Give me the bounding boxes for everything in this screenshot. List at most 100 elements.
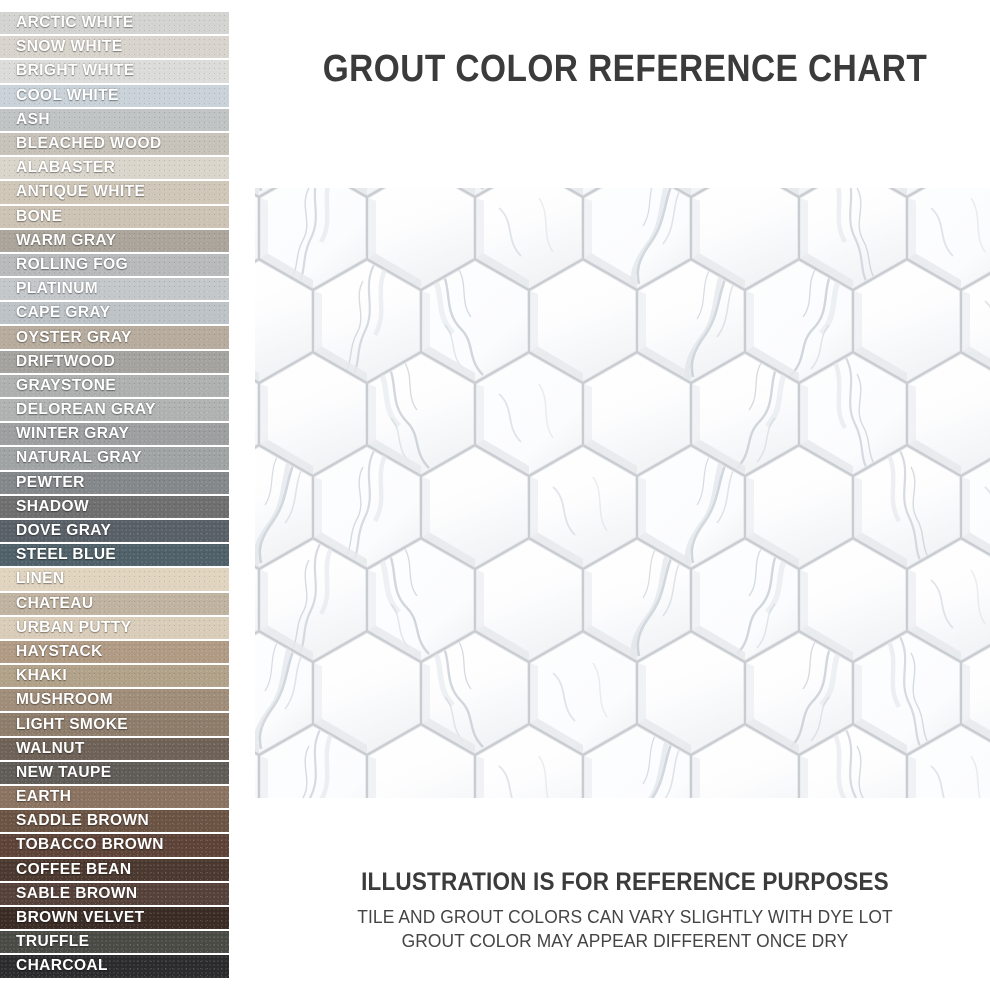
grout-swatch-label: TRUFFLE [16,933,90,951]
grout-swatch-row[interactable]: HAYSTACK [0,640,229,664]
hexagon-tile [746,632,852,754]
grout-swatch-row[interactable]: PLATINUM [0,278,229,301]
grout-swatch-label: TOBACCO BROWN [16,836,164,854]
hexagon-tile [800,539,906,661]
footer-disclaimer: ILLUSTRATION IS FOR REFERENCE PURPOSES T… [255,868,990,954]
hexagon-tile [422,260,528,382]
grout-swatch-label: CHARCOAL [16,957,108,975]
hexagon-tile [255,567,258,633]
grout-swatch-label: NATURAL GRAY [16,449,142,467]
hexagon-tile [908,188,990,289]
grout-swatch-row[interactable]: ASH [0,108,229,131]
grout-swatch-row[interactable]: ARCTIC WHITE [0,12,229,35]
grout-swatch-row[interactable]: DRIFTWOOD [0,350,229,373]
grout-swatch-label: PLATINUM [16,280,99,298]
grout-swatch-row[interactable]: SHADOW [0,495,229,518]
grout-swatch-label: CHATEAU [16,594,94,612]
hexagon-tile [260,539,366,661]
hexagon-tile [638,446,744,568]
grout-swatch-label: DOVE GRAY [16,522,112,540]
grout-swatch-row[interactable]: MUSHROOM [0,689,229,712]
grout-swatch-label: COOL WHITE [16,86,119,104]
hexagon-tile [314,446,420,568]
grout-swatch-row[interactable]: DOVE GRAY [0,519,229,543]
hexagon-tile [255,753,258,798]
grout-swatch-row[interactable]: WARM GRAY [0,229,229,252]
grout-swatch-row[interactable]: BLEACHED WOOD [0,132,229,156]
hexagon-tile [962,274,990,368]
grout-swatch-row[interactable]: CHARCOAL [0,955,229,978]
grout-swatch-label: BRIGHT WHITE [16,62,135,80]
hexagon-tile [260,725,366,798]
hexagon-tile [908,725,990,798]
hexagon-tile [692,539,798,661]
grout-swatch-row[interactable]: LIGHT SMOKE [0,713,229,736]
grout-swatch-row[interactable]: BROWN VELVET [0,906,229,930]
grout-swatch-row[interactable]: CHATEAU [0,592,229,615]
hexagon-tile [476,539,582,661]
grout-color-swatch-list: ARCTIC WHITE SNOW WHITE BRIGHT WHITE COOL W… [0,12,229,980]
grout-swatch-row[interactable]: URBAN PUTTY [0,616,229,639]
hexagon-tile [855,188,960,196]
grout-swatch-row[interactable]: LINEN [0,568,229,591]
grout-swatch-row[interactable]: DELOREAN GRAY [0,399,229,422]
grout-swatch-label: KHAKI [16,667,68,685]
grout-swatch-row[interactable]: COOL WHITE [0,84,229,107]
grout-swatch-label: PEWTER [16,473,85,491]
hexagon-tile [569,188,597,196]
grout-swatch-row[interactable]: ALABASTER [0,157,229,180]
footer-line-1: TILE AND GROUT COLORS CAN VARY SLIGHTLY … [357,906,893,927]
grout-swatch-row[interactable]: SADDLE BROWN [0,810,229,833]
hexagon-tile [785,188,852,196]
hexagon-tile [800,188,906,289]
grout-swatch-row[interactable]: SABLE BROWN [0,882,229,905]
hexagon-tile [800,353,906,475]
hexagon-tile [638,260,744,382]
grout-swatch-label: GRAYSTONE [16,376,117,394]
grout-swatch-row[interactable]: SNOW WHITE [0,36,229,59]
grout-swatch-label: EARTH [16,788,72,806]
grout-swatch-row[interactable]: BONE [0,205,229,228]
grout-swatch-row[interactable]: NATURAL GRAY [0,447,229,470]
grout-swatch-row[interactable]: NEW TAUPE [0,761,229,784]
grout-swatch-row[interactable]: TRUFFLE [0,931,229,954]
hexagon-tile [692,353,798,475]
grout-swatch-row[interactable]: TOBACCO BROWN [0,834,229,857]
grout-swatch-row[interactable]: WINTER GRAY [0,423,229,446]
grout-swatch-label: ASH [16,110,50,128]
hexagon-tile [908,353,990,475]
hexagon-tile [854,260,960,382]
grout-swatch-row[interactable]: WALNUT [0,737,229,760]
hexagon-tile [584,725,690,798]
hexagon-tile [476,188,582,289]
grout-swatch-label: BLEACHED WOOD [16,135,162,153]
grout-swatch-label: WARM GRAY [16,231,117,249]
grout-swatch-row[interactable]: EARTH [0,786,229,809]
hexagon-tile [368,188,474,289]
grout-swatch-row[interactable]: ANTIQUE WHITE [0,181,229,204]
grout-swatch-label: ALABASTER [16,159,116,177]
grout-swatch-label: DELOREAN GRAY [16,401,156,419]
grout-swatch-row[interactable]: COFFEE BEAN [0,858,229,881]
hexagon-tile [530,446,636,568]
hexagon-tile [746,260,852,382]
hexagon-tile [584,188,690,289]
grout-swatch-row[interactable]: GRAYSTONE [0,374,229,397]
grout-swatch-row[interactable]: KHAKI [0,665,229,688]
grout-swatch-row[interactable]: PEWTER [0,471,229,494]
grout-swatch-row[interactable]: CAPE GRAY [0,302,229,325]
grout-swatch-row[interactable]: BRIGHT WHITE [0,60,229,83]
hexagon-tile-field [255,188,990,798]
hexagon-tile [260,353,366,475]
grout-swatch-row[interactable]: ROLLING FOG [0,253,229,277]
grout-swatch-row[interactable]: STEEL BLUE [0,544,229,567]
footer-heading: ILLUSTRATION IS FOR REFERENCE PURPOSES [361,868,889,896]
grout-swatch-row[interactable]: OYSTER GRAY [0,326,229,349]
grout-swatch-label: ARCTIC WHITE [16,14,134,32]
grout-swatch-label: SNOW WHITE [16,38,123,56]
grout-swatch-label: BROWN VELVET [16,909,145,927]
hexagon-tile [255,632,312,754]
hexagon-tile [746,446,852,568]
grout-swatch-label: LIGHT SMOKE [16,715,129,733]
